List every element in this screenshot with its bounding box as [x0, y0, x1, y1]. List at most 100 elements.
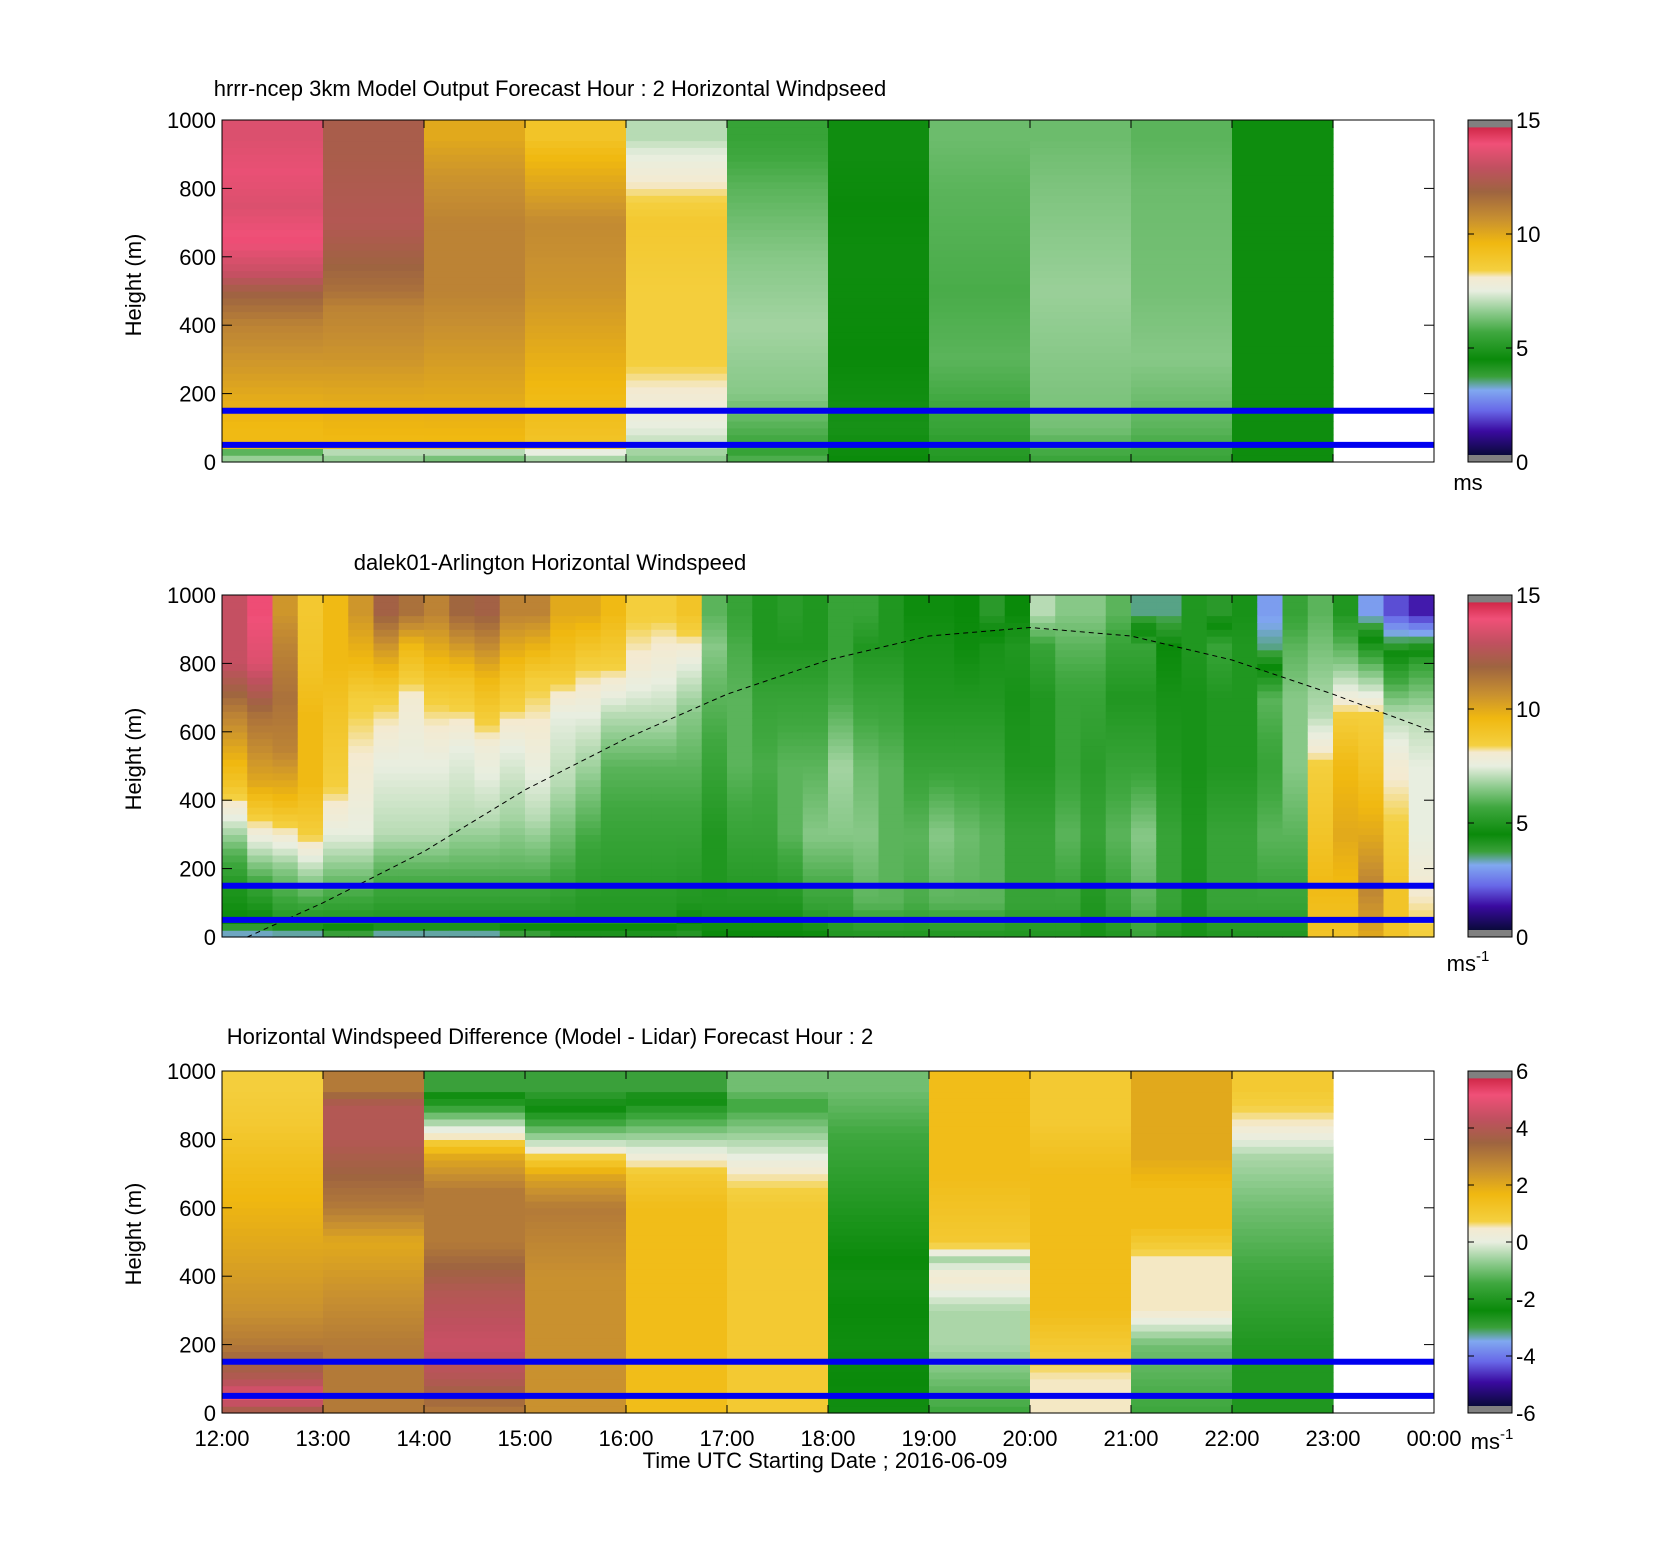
heatmap-cell — [1181, 615, 1208, 623]
heatmap-cell — [272, 731, 299, 740]
heatmap-cell — [525, 373, 627, 381]
heatmap-cell — [1358, 649, 1385, 658]
heatmap-cell — [1232, 930, 1258, 938]
heatmap-cell — [1333, 841, 1359, 849]
heatmap-cell — [525, 841, 551, 849]
heatmap-cell — [752, 724, 779, 733]
heatmap-cell — [929, 243, 1031, 251]
heatmap-cell — [222, 297, 324, 306]
heatmap-cell — [929, 779, 955, 788]
heatmap-cell — [727, 752, 753, 760]
heatmap-cell — [424, 868, 450, 877]
heatmap-cell — [802, 745, 829, 753]
heatmap-cell — [1383, 656, 1410, 664]
heatmap-cell — [1131, 1118, 1233, 1127]
heatmap-cell — [1206, 752, 1233, 760]
heatmap-cell — [424, 601, 450, 610]
heatmap-cell — [600, 902, 627, 911]
heatmap-cell — [424, 236, 526, 244]
heatmap-cell — [1131, 615, 1157, 623]
heatmap-cell — [626, 930, 652, 938]
heatmap-cell — [1383, 848, 1410, 856]
heatmap-column-29 — [954, 595, 981, 938]
heatmap-cell — [222, 1159, 324, 1168]
heatmap-cell — [853, 827, 880, 835]
heatmap-cell — [348, 807, 375, 815]
heatmap-cell — [525, 1207, 627, 1216]
heatmap-cell — [398, 848, 425, 856]
heatmap-cell — [272, 677, 299, 685]
heatmap-cell — [1030, 332, 1132, 340]
heatmap-cell — [1358, 738, 1385, 747]
heatmap-cell — [323, 256, 425, 265]
heatmap-cell — [701, 875, 728, 883]
heatmap-cell — [802, 923, 829, 931]
heatmap-cell — [525, 1399, 627, 1407]
heatmap-cell — [929, 1344, 1031, 1353]
heatmap-cell — [247, 772, 274, 781]
heatmap-cell — [626, 1406, 728, 1414]
heatmap-cell — [828, 284, 930, 292]
heatmap-cell — [1131, 745, 1157, 753]
heatmap-cell — [297, 827, 324, 835]
heatmap-cell — [1030, 724, 1056, 733]
heatmap-cell — [853, 615, 880, 623]
heatmap-cell — [929, 1337, 1031, 1346]
heatmap-cell — [1181, 902, 1208, 911]
heatmap-cell — [398, 601, 425, 610]
heatmap-cell — [1408, 697, 1435, 706]
heatmap-cell — [297, 786, 324, 794]
heatmap-cell — [424, 133, 526, 142]
heatmap-cell — [1358, 820, 1385, 829]
heatmap-cell — [1156, 642, 1183, 651]
y-tick-label: 200 — [179, 857, 216, 882]
heatmap-cell — [626, 1132, 728, 1140]
x-tick-label: 22:00 — [1204, 1426, 1259, 1451]
heatmap-cell — [929, 649, 955, 658]
heatmap-cell — [247, 738, 274, 747]
heatmap-cell — [929, 820, 955, 829]
heatmap-cell — [1080, 895, 1107, 904]
heatmap-cell — [424, 1317, 526, 1325]
heatmap-cell — [1383, 861, 1410, 870]
heatmap-cell — [1131, 738, 1157, 747]
heatmap-cell — [828, 1146, 930, 1154]
heatmap-cell — [1181, 889, 1208, 897]
heatmap-cell — [424, 181, 526, 189]
heatmap-cell — [626, 622, 652, 630]
heatmap-cell — [929, 1071, 1031, 1079]
heatmap-cell — [525, 718, 551, 726]
heatmap-cell — [1055, 663, 1082, 671]
heatmap-cell — [1055, 861, 1082, 870]
heatmap-cell — [929, 229, 1031, 237]
heatmap-cell — [1383, 786, 1410, 794]
heatmap-cell — [1156, 752, 1183, 760]
heatmap-cell — [449, 704, 476, 712]
heatmap-cell — [1408, 827, 1435, 835]
heatmap-cell — [499, 834, 526, 842]
heatmap-cell — [424, 1200, 526, 1209]
heatmap-cell — [1307, 889, 1334, 897]
heatmap-cell — [1030, 663, 1056, 671]
heatmap-cell — [1131, 174, 1233, 183]
heatmap-cell — [1282, 861, 1309, 870]
heatmap-cell — [222, 195, 324, 203]
y-tick-label: 800 — [179, 651, 216, 676]
heatmap-cell — [903, 608, 930, 617]
heatmap-cell — [575, 779, 602, 788]
heatmap-cell — [626, 1187, 728, 1195]
heatmap-cell — [1131, 677, 1157, 685]
heatmap-cell — [853, 779, 880, 788]
heatmap-cell — [474, 601, 501, 610]
heatmap-cell — [1131, 1378, 1233, 1387]
heatmap-cell — [1307, 745, 1334, 753]
heatmap-cell — [323, 1187, 425, 1195]
heatmap-cell — [424, 297, 526, 306]
heatmap-cell — [474, 595, 501, 603]
heatmap-cell — [979, 595, 1006, 603]
heatmap-cell — [828, 1187, 930, 1195]
heatmap-cell — [1206, 690, 1233, 699]
heatmap-cell — [979, 848, 1006, 856]
heatmap-cell — [929, 718, 955, 726]
heatmap-cell — [1105, 724, 1132, 733]
